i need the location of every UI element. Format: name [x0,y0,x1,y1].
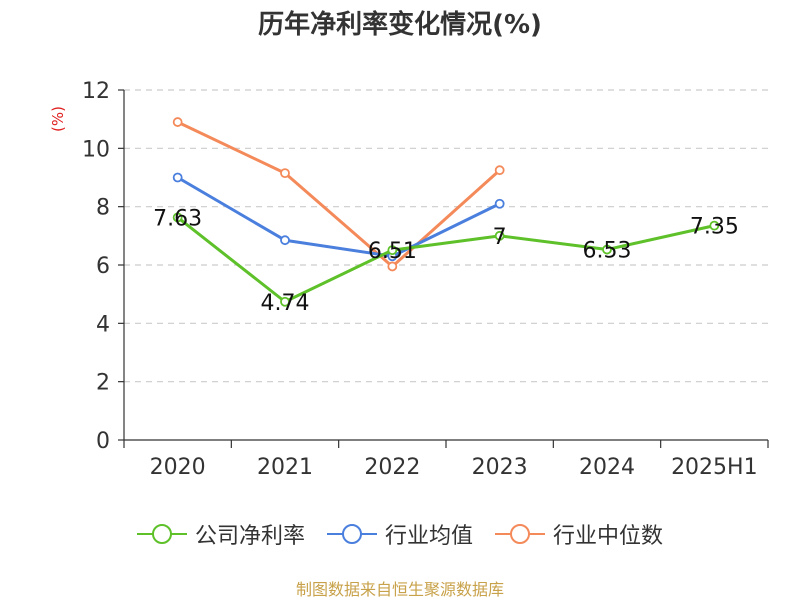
data-label: 7.35 [690,215,739,240]
data-source-note: 制图数据来自恒生聚源数据库 [0,576,800,600]
data-label: 4.74 [261,291,310,316]
x-tick-label: 2024 [579,455,635,480]
series-line-1 [178,178,500,257]
legend-marker-company [137,523,187,545]
data-label: 7.63 [153,206,202,231]
legend-label-industry-median: 行业中位数 [553,518,663,550]
x-tick-label: 2020 [150,455,206,480]
series-point-2 [174,118,182,126]
series-point-2 [496,166,504,174]
legend-label-company: 公司净利率 [195,518,305,550]
y-tick-label: 0 [96,429,110,454]
legend-marker-industry-median [495,523,545,545]
series-line-2 [178,122,500,266]
y-tick-label: 12 [82,79,110,104]
x-tick-label: 2023 [472,455,528,480]
series-point-1 [174,174,182,182]
legend-item-industry-median[interactable]: 行业中位数 [495,518,663,550]
series-point-1 [281,236,289,244]
x-tick-label: 2022 [364,455,420,480]
legend-label-industry-avg: 行业均值 [385,518,473,550]
x-tick-label: 2021 [257,455,313,480]
legend-item-company[interactable]: 公司净利率 [137,518,305,550]
y-tick-label: 8 [96,196,110,221]
y-tick-label: 10 [82,137,110,162]
chart-legend: 公司净利率 行业均值 行业中位数 [0,518,800,550]
legend-item-industry-avg[interactable]: 行业均值 [327,518,473,550]
series-point-1 [496,200,504,208]
x-tick-label: 2025H1 [671,455,758,480]
data-label: 6.53 [583,239,632,264]
y-tick-label: 4 [96,312,110,337]
legend-marker-industry-avg [327,523,377,545]
data-label: 7 [493,225,507,250]
y-tick-label: 2 [96,371,110,396]
y-tick-label: 6 [96,254,110,279]
series-point-2 [281,169,289,177]
data-label: 6.51 [368,239,417,264]
